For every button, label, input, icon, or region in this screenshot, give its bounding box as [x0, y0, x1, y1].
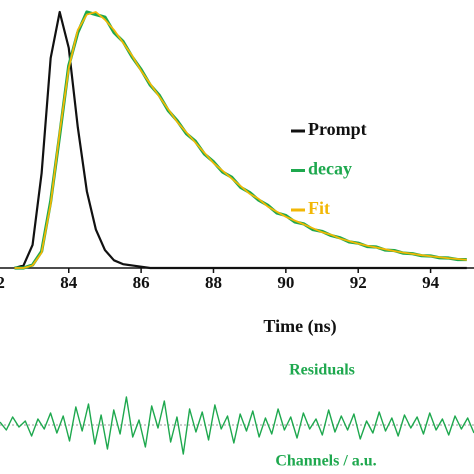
series-line	[14, 10, 467, 270]
x-tick-label: 82	[0, 273, 5, 292]
residuals-x-label: Channels / a.u.	[275, 453, 376, 470]
legend-label: Prompt	[308, 119, 367, 139]
series-line	[0, 396, 474, 455]
x-axis-label: Time (ns)	[263, 316, 336, 337]
series-line	[14, 10, 467, 270]
residuals-title: Residuals	[289, 362, 355, 379]
x-tick-label: 90	[277, 273, 294, 292]
legend-label: Fit	[308, 198, 330, 218]
legend-label: decay	[308, 159, 352, 179]
x-tick-label: 84	[60, 273, 78, 292]
x-tick-label: 92	[350, 273, 367, 292]
x-tick-label: 94	[422, 273, 440, 292]
x-tick-label: 86	[133, 273, 150, 292]
series-line	[14, 11, 467, 269]
x-tick-label: 88	[205, 273, 222, 292]
